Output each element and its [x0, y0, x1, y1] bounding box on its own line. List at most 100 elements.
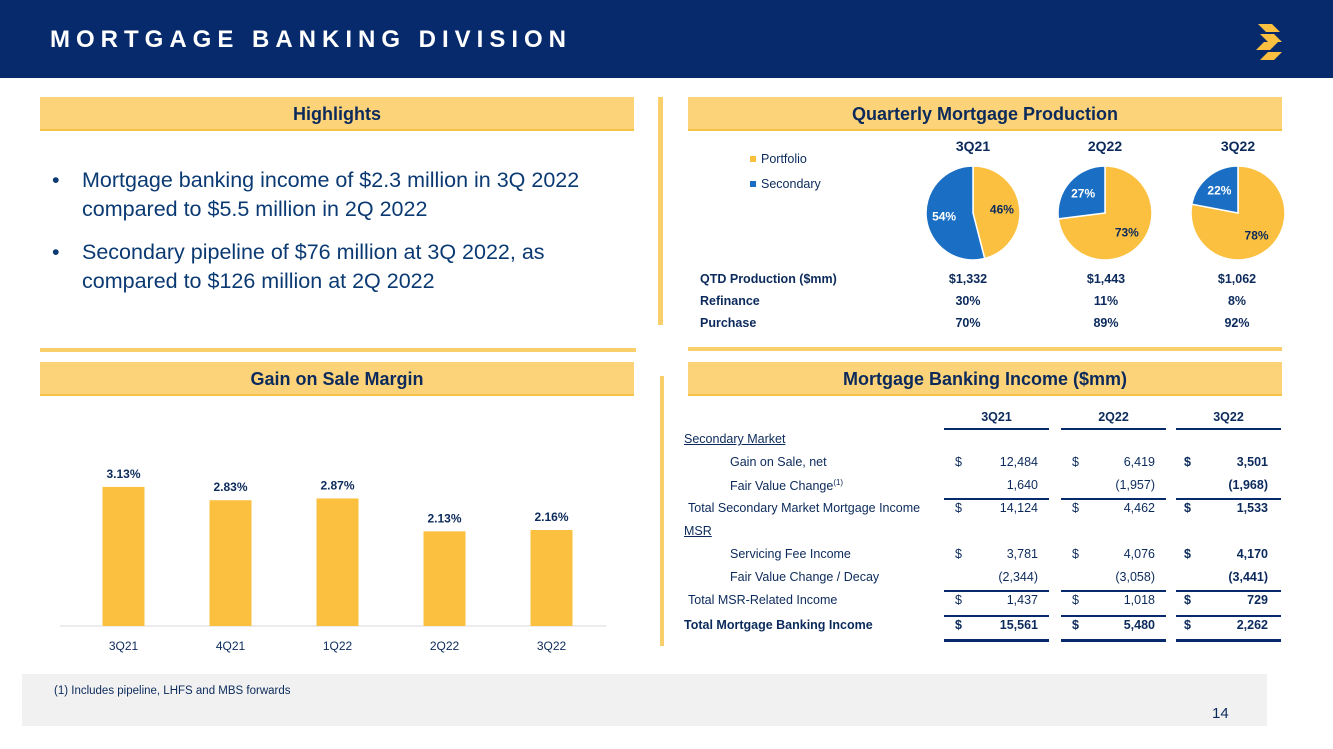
table-cell: 8% — [1227, 294, 1247, 308]
column-header: 3Q22 — [1213, 410, 1244, 424]
total-rule — [944, 615, 1049, 617]
dollar-sign: $ — [1072, 455, 1079, 469]
table-cell: 4,462 — [1123, 501, 1155, 515]
vertical-divider — [658, 97, 663, 325]
x-tick-label: 4Q21 — [216, 639, 246, 653]
grand-total-rule — [1176, 639, 1281, 642]
table-cell: 15,561 — [999, 618, 1038, 632]
table-row-label: Gain on Sale, net — [730, 455, 827, 469]
dollar-sign: $ — [955, 455, 962, 469]
bar — [209, 500, 252, 626]
table-cell: 89% — [1093, 316, 1119, 330]
table-row-label: Total Secondary Market Mortgage Income — [688, 501, 921, 515]
table-cell: 12,484 — [999, 455, 1038, 469]
pie-slice — [1057, 165, 1106, 220]
x-tick-label: 1Q22 — [323, 639, 353, 653]
dollar-sign: $ — [955, 593, 962, 607]
dollar-sign: $ — [1184, 501, 1191, 515]
total-rule — [1176, 498, 1281, 500]
page-number: 14 — [1212, 705, 1229, 722]
row-label: Refinance — [700, 294, 760, 308]
horizontal-divider — [688, 347, 1282, 351]
total-rule — [944, 498, 1049, 500]
table-cell: 30% — [955, 294, 981, 308]
pie-slice — [925, 165, 986, 261]
table-cell: 2,262 — [1236, 618, 1268, 632]
highlight-text: Mortgage banking income of $2.3 million … — [82, 168, 580, 221]
dollar-sign: $ — [955, 547, 962, 561]
table-cell: 5,480 — [1123, 618, 1155, 632]
table-cell: 4,076 — [1123, 547, 1155, 561]
dollar-sign: $ — [1184, 618, 1191, 632]
total-rule — [1061, 590, 1166, 592]
table-cell: (3,441) — [1228, 570, 1268, 584]
total-rule — [1061, 615, 1166, 617]
legend-swatch-icon — [750, 155, 756, 162]
pie-slice-label: 78% — [1245, 228, 1269, 242]
legend-item-secondary: Secondary — [750, 171, 821, 196]
dollar-sign: $ — [1184, 547, 1191, 561]
bar — [102, 486, 145, 626]
table-row-label: Total MSR-Related Income — [688, 593, 838, 607]
dollar-sign: $ — [1072, 593, 1079, 607]
table-row: Purchase 70% 89% 92% — [700, 316, 1300, 338]
table-cell: 3,501 — [1236, 455, 1268, 469]
total-rule — [1176, 590, 1281, 592]
legend-swatch-icon — [750, 180, 756, 187]
x-tick-label: 3Q21 — [109, 639, 139, 653]
dollar-sign: $ — [955, 618, 962, 632]
column-header: 3Q21 — [981, 410, 1012, 424]
bar-data-label: 2.16% — [534, 510, 568, 524]
table-cell: 1,533 — [1236, 501, 1268, 515]
total-rule — [1061, 498, 1166, 500]
table-row: Refinance 30% 11% 8% — [700, 294, 1300, 316]
table-cell: 4,170 — [1236, 547, 1268, 561]
header-underline — [1061, 428, 1166, 430]
dollar-sign: $ — [1184, 593, 1191, 607]
grand-total-rule — [1061, 639, 1166, 642]
header-underline — [944, 428, 1049, 430]
row-label: QTD Production ($mm) — [700, 272, 837, 286]
table-cell: 1,640 — [1006, 478, 1038, 492]
highlight-bullet: • Secondary pipeline of $76 million at 3… — [52, 238, 622, 296]
bullet-dot-icon: • — [52, 240, 60, 264]
table-row: QTD Production ($mm) $1,332 $1,443 $1,06… — [700, 272, 1300, 294]
highlights-banner: Highlights — [40, 97, 634, 131]
table-cell: 729 — [1247, 593, 1268, 607]
highlights-list: • Mortgage banking income of $2.3 millio… — [52, 166, 622, 310]
table-cell: 1,018 — [1123, 593, 1155, 607]
gain-banner: Gain on Sale Margin — [40, 362, 634, 396]
table-cell: 92% — [1224, 316, 1250, 330]
footnote: (1) Includes pipeline, LHFS and MBS forw… — [54, 685, 291, 697]
column-header: 2Q22 — [1098, 410, 1129, 424]
income-banner: Mortgage Banking Income ($mm) — [688, 362, 1282, 396]
bar-data-label: 2.83% — [213, 480, 247, 494]
pie-title: 3Q21 — [956, 138, 990, 154]
horizontal-divider — [40, 348, 636, 352]
x-tick-label: 3Q22 — [537, 639, 567, 653]
bar — [316, 498, 359, 626]
page-title: MORTGAGE BANKING DIVISION — [50, 26, 573, 53]
pie-legend: Portfolio Secondary — [750, 146, 821, 196]
production-pie-charts: 3Q21 46% 54% 2Q22 73% 27% 3Q22 78% 22% — [925, 138, 1286, 261]
pie-slice-label: 22% — [1207, 184, 1231, 198]
bar-data-label: 3.13% — [106, 467, 140, 481]
table-cell: (2,344) — [998, 570, 1038, 584]
table-row-label: Fair Value Change / Decay — [730, 570, 880, 584]
bar — [423, 531, 466, 626]
legend-item-portfolio: Portfolio — [750, 146, 821, 171]
pie-slice — [972, 165, 1021, 260]
dollar-sign: $ — [955, 501, 962, 515]
bar-data-label: 2.13% — [427, 511, 461, 525]
table-row-label: Total Mortgage Banking Income — [684, 618, 873, 632]
footnote-marker: (1) — [833, 478, 844, 487]
pie-slice — [1190, 165, 1239, 214]
table-cell: $1,443 — [1086, 272, 1126, 286]
table-cell: $1,332 — [948, 272, 988, 286]
table-cell: 11% — [1093, 294, 1119, 308]
production-table: QTD Production ($mm) $1,332 $1,443 $1,06… — [700, 272, 1300, 338]
bar — [530, 530, 573, 626]
total-rule — [944, 590, 1049, 592]
table-cell: $1,062 — [1217, 272, 1257, 286]
table-cell: 1,437 — [1006, 593, 1038, 607]
